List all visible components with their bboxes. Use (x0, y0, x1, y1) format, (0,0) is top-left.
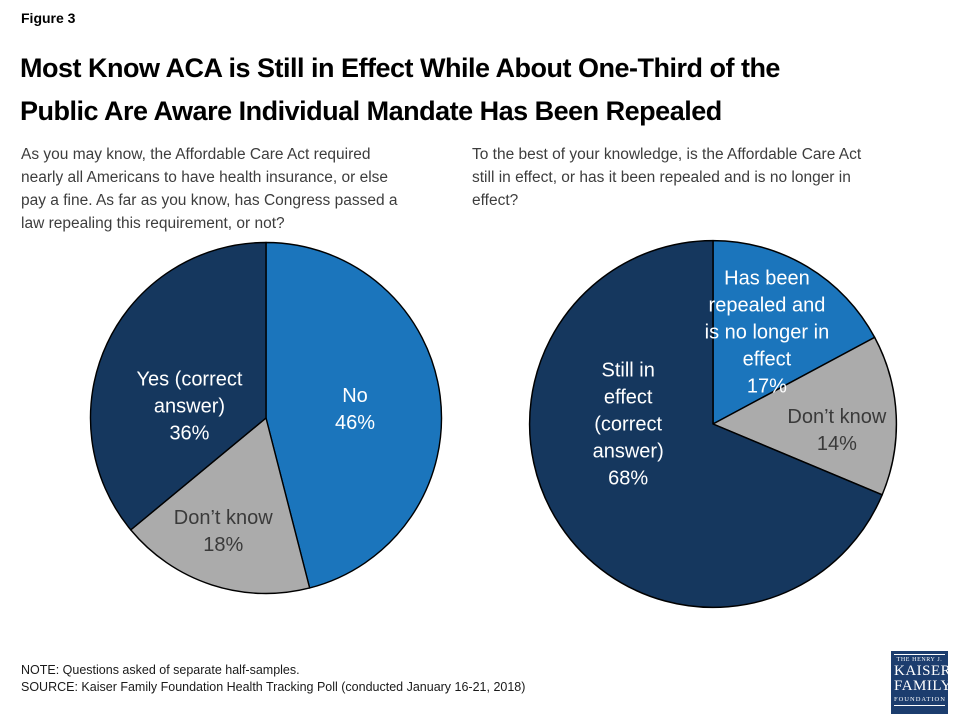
pie-slice-label: Still in effect (correct answer) 68% (586, 358, 671, 493)
slice-value-text: 68% (608, 467, 649, 490)
pie-svg (89, 241, 443, 595)
pie-slice-yes-correct-answer (89, 241, 267, 531)
page-title: Most Know ACA is Still in Effect While A… (20, 53, 780, 126)
source-text: SOURCE: Kaiser Family Foundation Health … (21, 680, 526, 694)
pie-slice-label: Don’t know 14% (752, 404, 922, 458)
pie-slice-has-been-repealed-and-is-no-longer-in-effect (712, 239, 876, 425)
kff-logo-line4: FOUNDATION (894, 696, 946, 703)
kff-logo-line1: THE HENRY J. (896, 657, 943, 663)
slice-value-text: 17% (746, 375, 787, 398)
kff-logo-inner: THE HENRY J. KAISER FAMILY FOUNDATION (894, 654, 952, 706)
pie-slice-label: Yes (correct answer) 36% (104, 367, 274, 448)
slice-label-text: Don’t know (787, 406, 887, 429)
question-left: As you may know, the Affordable Care Act… (21, 146, 398, 232)
slice-label-text: No (342, 384, 368, 407)
pie-slice-don-t-know (712, 336, 898, 496)
kff-logo-line2: KAISER (894, 663, 952, 679)
slice-value-text: 14% (816, 433, 857, 456)
pie-slice-don-t-know (130, 417, 311, 595)
figure-label: Figure 3 (21, 10, 76, 26)
pie-svg (528, 239, 898, 609)
pie-slice-label: No 46% (305, 383, 405, 437)
slice-label-text: Don’t know (173, 506, 273, 529)
pie-slice-still-in-effect-correct-answer (528, 239, 883, 609)
slice-value-text: 46% (334, 411, 376, 434)
slice-label-text: Has been repealed and is no longer in ef… (704, 267, 830, 371)
slice-label-text: Yes (correct answer) (136, 368, 243, 418)
pie-slice-label: Has been repealed and is no longer in ef… (702, 265, 832, 400)
note-block: NOTE: Questions asked of separate half-s… (21, 662, 525, 696)
note-text: NOTE: Questions asked of separate half-s… (21, 663, 300, 677)
pie-chart-right: Has been repealed and is no longer in ef… (527, 238, 899, 610)
question-right: To the best of your knowledge, is the Af… (472, 146, 862, 209)
kff-logo: THE HENRY J. KAISER FAMILY FOUNDATION (891, 651, 952, 714)
kff-logo-line3: FAMILY (894, 678, 952, 694)
slice-label-text: Still in effect (correct answer) (592, 359, 664, 463)
pie-chart-left: No 46% Don’t know 18% Yes (correct answer) 36… (88, 240, 444, 596)
slice-value-text: 18% (203, 533, 244, 556)
pie-slice-no (265, 241, 443, 589)
slice-value-text: 36% (169, 422, 210, 445)
pie-slice-label: Don’t know 18% (138, 505, 308, 559)
